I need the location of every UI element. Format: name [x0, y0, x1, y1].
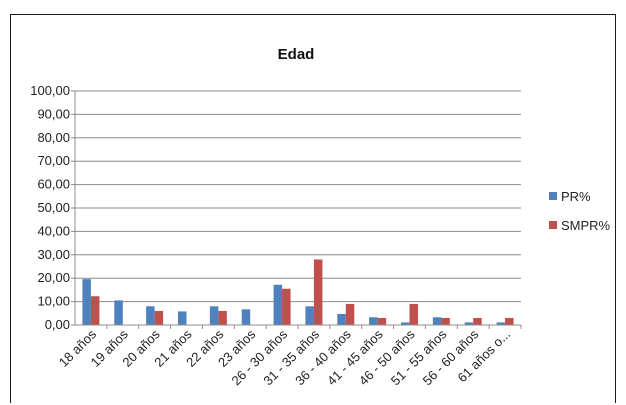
bar-SMPR%-18 años — [90, 296, 100, 325]
y-tick-label: 20,00 — [37, 270, 70, 285]
bar-PR%-23 años — [241, 309, 251, 325]
legend-swatch-SMPR% — [549, 221, 557, 229]
bar-SMPR%-31 - 35 años — [313, 259, 323, 325]
bar-PR%-31 - 35 años — [305, 306, 314, 325]
bar-PR%-46 - 50 años — [401, 322, 410, 325]
bar-SMPR%-22 años — [218, 310, 227, 325]
bar-PR%-41 - 45 años — [369, 317, 378, 325]
bar-SMPR%-61 años o... — [505, 317, 514, 325]
bar-SMPR%-41 - 45 años — [377, 317, 387, 325]
bars — [82, 259, 514, 325]
bar-PR%-22 años — [209, 306, 219, 325]
age-bar-chart: Edad 0,00 10,00 20,00 30,00 40,00 50,00 60,00 7… — [30, 46, 611, 388]
bar-PR%-21 años — [178, 311, 187, 325]
bar-PR%-51 - 55 años — [432, 317, 442, 325]
y-tick-label: 50,00 — [37, 200, 70, 215]
bar-PR%-18 años — [82, 279, 91, 325]
y-tick-label: 70,00 — [37, 153, 70, 168]
chart-frame: Edad 0,00 10,00 20,00 30,00 40,00 50,00 60,00 7… — [10, 14, 616, 403]
y-tick-label: 10,00 — [37, 294, 70, 309]
bar-PR%-26 - 30 años — [273, 284, 283, 325]
legend-swatch-PR% — [549, 192, 557, 200]
bar-PR%-19 años — [114, 300, 123, 325]
gridlines — [75, 90, 521, 303]
y-tick-label: 80,00 — [37, 130, 70, 145]
bar-SMPR%-46 - 50 años — [409, 303, 418, 325]
y-tick-label: 100,00 — [30, 83, 70, 98]
bar-SMPR%-56 - 60 años — [473, 317, 482, 325]
bar-SMPR%-36 - 40 años — [345, 303, 355, 325]
legend-label-SMPR%: SMPR% — [561, 218, 611, 233]
bar-PR%-61 años o... — [496, 322, 506, 325]
bar-SMPR%-51 - 55 años — [441, 317, 450, 325]
legend-label-PR%: PR% — [561, 189, 591, 204]
bar-SMPR%-20 años — [154, 310, 164, 325]
chart-title: Edad — [278, 46, 315, 63]
y-tick-label: 90,00 — [37, 106, 70, 121]
legend: PR% SMPR% — [549, 189, 611, 233]
bar-PR%-20 años — [146, 306, 155, 325]
y-tick-label: 30,00 — [37, 247, 70, 262]
y-tick-label: 0,00 — [45, 317, 70, 332]
y-tick-label: 40,00 — [37, 223, 70, 238]
bar-PR%-56 - 60 años — [464, 322, 474, 325]
bar-PR%-36 - 40 años — [337, 314, 346, 325]
y-tick-label: 60,00 — [37, 177, 70, 192]
y-axis: 0,00 10,00 20,00 30,00 40,00 50,00 60,00 70,00 8… — [30, 83, 76, 332]
bar-SMPR%-26 - 30 años — [282, 288, 291, 325]
